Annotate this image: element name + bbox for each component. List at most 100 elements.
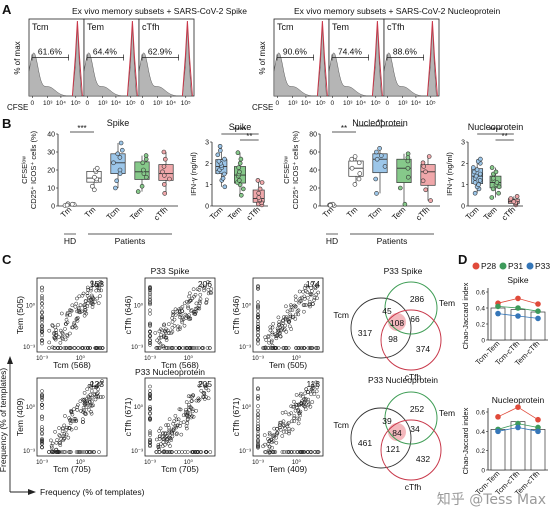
- panel-d: D P28 P31 P33 Spike 0 0.2 0.4 0.6 Chao-Jaccard in…: [458, 252, 550, 498]
- scatter-row-title: P33 Nucleoprotein: [135, 367, 205, 377]
- data-point: [89, 389, 94, 393]
- histogram-percent: 61.6%: [38, 47, 63, 57]
- significance-label: ****: [234, 126, 246, 135]
- data-point: [75, 408, 80, 412]
- data-point: [288, 314, 293, 319]
- data-point: [280, 450, 285, 454]
- box-group-0: [470, 156, 484, 196]
- data-point: [173, 413, 178, 418]
- data-point: [65, 312, 70, 317]
- data-point: [310, 281, 315, 286]
- data-point: [72, 346, 76, 350]
- data-point: [285, 424, 290, 429]
- data-point: [278, 334, 283, 339]
- data-point: [99, 288, 104, 293]
- series-point-p31: [495, 303, 501, 310]
- data-point: [85, 285, 90, 290]
- data-point: [170, 329, 175, 334]
- data-point: [169, 438, 174, 442]
- scatter-x-label: Tcm (568): [53, 360, 91, 370]
- shared-clone-count: 206: [198, 279, 212, 289]
- data-point: [302, 309, 306, 314]
- venn-region-count: 108: [390, 318, 404, 328]
- data-point: [59, 437, 64, 441]
- data-point: [89, 293, 94, 298]
- data-point: [256, 428, 260, 433]
- data-point: [82, 391, 87, 395]
- data-point: [296, 308, 301, 313]
- data-point: [299, 402, 303, 407]
- category-label: cTfh: [500, 205, 517, 222]
- data-point: [86, 297, 91, 302]
- data-point: [421, 164, 427, 169]
- data-point: [69, 427, 74, 432]
- data-point: [135, 189, 141, 194]
- data-point: [272, 434, 277, 439]
- data-point: [68, 450, 72, 454]
- data-point: [194, 408, 199, 413]
- venn-0: P33 Spike Tcm Tem cTfh 317 286 374 45 98 66 108: [333, 266, 455, 382]
- data-point: [100, 379, 104, 383]
- data-point: [40, 392, 44, 397]
- data-point: [256, 190, 262, 196]
- data-point: [141, 167, 146, 173]
- data-point: [170, 429, 174, 434]
- data-point: [201, 346, 206, 350]
- data-point: [264, 346, 268, 351]
- data-point: [207, 346, 212, 350]
- data-point: [200, 395, 205, 399]
- histogram-red-outline: [371, 20, 383, 97]
- histogram-grey-fill: [28, 24, 82, 97]
- data-point: [92, 174, 97, 180]
- data-point: [292, 416, 296, 420]
- histogram-grey-fill: [138, 24, 192, 97]
- data-point: [305, 284, 310, 289]
- data-point: [63, 327, 67, 331]
- data-point: [281, 422, 286, 427]
- data-point: [160, 444, 165, 449]
- outer-x-arrowhead: [28, 489, 36, 495]
- data-point: [50, 441, 55, 446]
- data-point: [169, 346, 174, 350]
- data-point: [76, 346, 81, 350]
- histogram-3: Tcm 90.6% 0 10³ 10⁴ 10⁵: [273, 18, 330, 107]
- histogram-red-outline: [316, 20, 328, 97]
- data-point: [67, 426, 72, 431]
- data-point: [176, 417, 181, 422]
- data-point: [90, 381, 94, 385]
- data-point: [303, 391, 307, 396]
- box-group-2: [507, 194, 520, 208]
- data-point: [193, 306, 198, 311]
- data-point: [98, 381, 102, 386]
- data-point: [314, 389, 319, 394]
- data-point: [70, 303, 75, 308]
- data-point: [83, 305, 87, 310]
- data-point: [284, 329, 289, 334]
- data-point: [76, 306, 81, 310]
- data-point: [178, 312, 183, 317]
- data-point: [274, 336, 279, 341]
- data-point: [269, 338, 274, 343]
- data-point: [88, 288, 93, 293]
- data-point: [148, 391, 152, 396]
- data-point: [148, 300, 152, 305]
- data-point: [235, 150, 241, 155]
- y-tick-label: 20: [309, 186, 317, 193]
- y-tick-label: 10⁰: [26, 303, 36, 310]
- data-point: [175, 309, 180, 313]
- data-point: [262, 433, 267, 437]
- data-point: [94, 384, 98, 389]
- data-point: [82, 313, 87, 318]
- data-point: [307, 346, 312, 350]
- data-point: [275, 427, 279, 431]
- data-point: [87, 383, 92, 388]
- data-point: [93, 299, 97, 304]
- venn-title: P33 Nucleoprotein: [368, 375, 438, 385]
- data-point: [155, 345, 160, 350]
- data-point: [283, 426, 287, 430]
- data-point: [198, 301, 202, 305]
- data-point: [88, 346, 93, 350]
- data-point: [278, 334, 283, 339]
- data-point: [313, 450, 317, 454]
